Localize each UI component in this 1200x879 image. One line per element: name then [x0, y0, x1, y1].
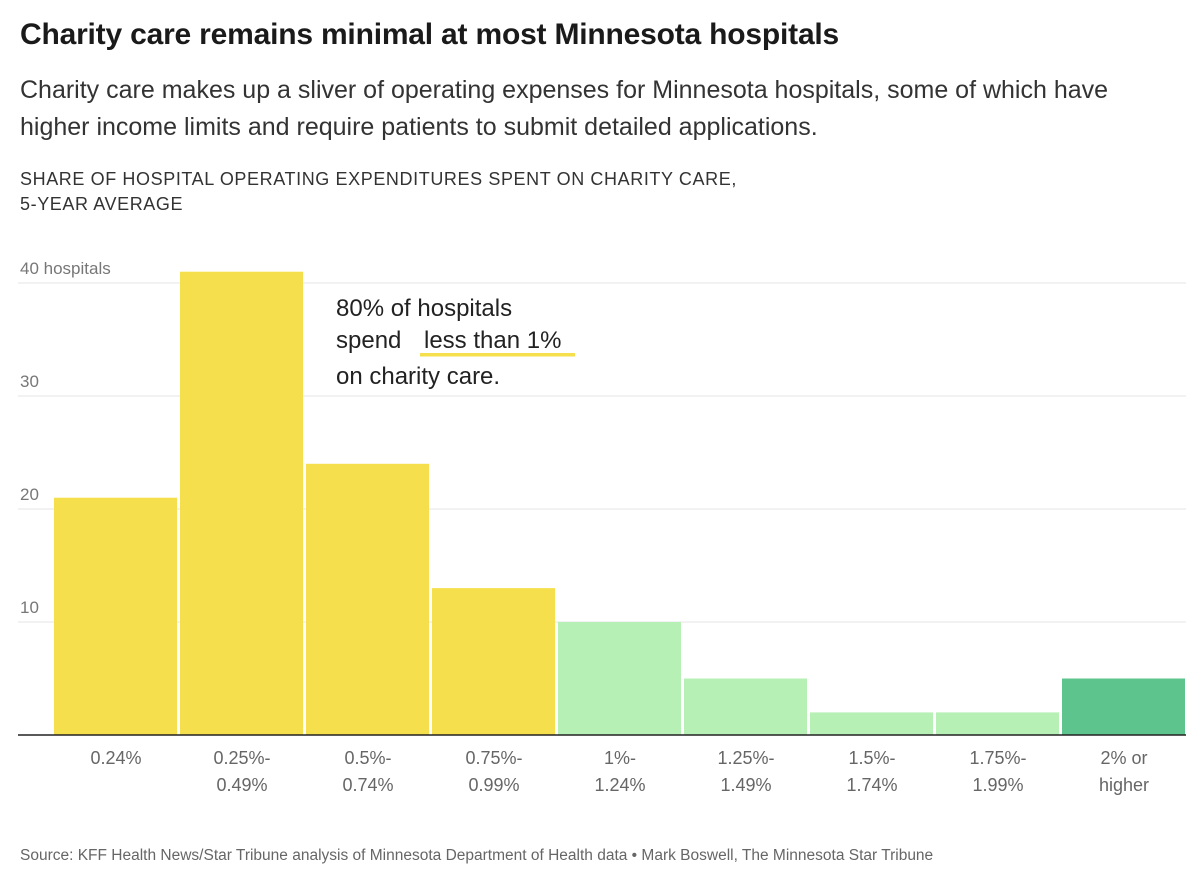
annotation-line1: 80% of hospitals — [336, 295, 512, 322]
bar-5 — [684, 678, 807, 735]
x-tick-label-8-1: higher — [1099, 775, 1149, 795]
x-tick-label-2-1: 0.74% — [342, 775, 393, 795]
bar-6 — [810, 712, 933, 735]
chart-measure-label-line2: 5-YEAR AVERAGE — [20, 194, 184, 214]
y-tick-label-0: 40 hospitals — [20, 259, 111, 278]
x-tick-label-3-1: 0.99% — [468, 775, 519, 795]
annotation-line2-prefix: spend — [336, 327, 401, 354]
annotation-highlight-text: less than 1% — [424, 327, 561, 354]
chart-measure-label-line1: SHARE OF HOSPITAL OPERATING EXPENDITURES… — [20, 169, 737, 189]
x-tick-label-1-0: 0.25%- — [213, 748, 270, 768]
y-tick-label-1: 30 — [20, 372, 39, 391]
y-tick-labels: 40 hospitals 30 20 10 — [20, 259, 111, 617]
bar-4 — [558, 622, 681, 735]
bar-3 — [432, 588, 555, 735]
x-tick-label-4-0: 1%- — [604, 748, 636, 768]
x-tick-label-4-1: 1.24% — [594, 775, 645, 795]
x-tick-label-6-1: 1.74% — [846, 775, 897, 795]
y-tick-label-2: 20 — [20, 485, 39, 504]
x-tick-label-5-1: 1.49% — [720, 775, 771, 795]
annotation-line3: on charity care. — [336, 363, 500, 390]
x-tick-label-5-0: 1.25%- — [717, 748, 774, 768]
annotation: 80% of hospitals spend less than 1% on char… — [336, 295, 575, 390]
x-tick-label-0-0: 0.24% — [90, 748, 141, 768]
bars — [18, 271, 1186, 736]
y-tick-label-3: 10 — [20, 598, 39, 617]
x-tick-label-1-1: 0.49% — [216, 775, 267, 795]
x-tick-labels: 0.24% 0.25%- 0.49% 0.5%- 0.74% 0.75%- 0.99% 1%-… — [90, 748, 1149, 795]
x-tick-label-7-1: 1.99% — [972, 775, 1023, 795]
chart-title: Charity care remains minimal at most Min… — [20, 18, 840, 51]
x-tick-label-8-0: 2% or — [1100, 748, 1147, 768]
bar-2 — [306, 463, 429, 735]
chart-measure-label: SHARE OF HOSPITAL OPERATING EXPENDITURES… — [20, 167, 737, 217]
bar-8 — [1062, 678, 1185, 735]
chart-subtitle: Charity care makes up a sliver of operat… — [20, 76, 1109, 141]
x-tick-label-2-0: 0.5%- — [344, 748, 391, 768]
bar-0 — [54, 497, 177, 735]
x-tick-label-3-0: 0.75%- — [465, 748, 522, 768]
bar-1 — [180, 271, 303, 735]
x-tick-label-7-0: 1.75%- — [969, 748, 1026, 768]
x-tick-label-6-0: 1.5%- — [848, 748, 895, 768]
source-credit: Source: KFF Health News/Star Tribune ana… — [20, 847, 934, 864]
annotation-highlight-underline — [420, 353, 575, 357]
bar-7 — [936, 712, 1059, 735]
